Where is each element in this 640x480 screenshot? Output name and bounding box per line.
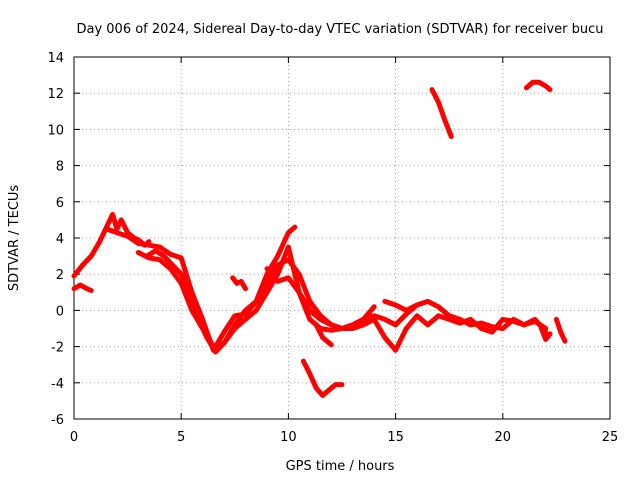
y-tick-label: 2 bbox=[56, 268, 64, 283]
series-arc11 bbox=[429, 87, 454, 140]
x-tick-label: 5 bbox=[177, 430, 185, 445]
y-tick-label: 0 bbox=[56, 304, 64, 319]
y-tick-label: 4 bbox=[56, 232, 64, 247]
series-arc14 bbox=[538, 326, 553, 342]
series-arc3 bbox=[103, 224, 298, 353]
chart-title: Day 006 of 2024, Sidereal Day-to-day VTE… bbox=[76, 22, 603, 37]
x-tick-label: 10 bbox=[280, 430, 297, 445]
y-tick-label: 8 bbox=[56, 160, 64, 175]
series-arc6 bbox=[264, 266, 549, 353]
y-tick-label: -2 bbox=[51, 341, 64, 356]
series-arc2 bbox=[71, 212, 152, 279]
y-axis-label: SDTVAR / TECUs bbox=[7, 185, 22, 292]
grid-lines bbox=[74, 57, 610, 419]
y-tick-label: -4 bbox=[51, 377, 64, 392]
x-tick-label: 20 bbox=[495, 430, 512, 445]
y-tick-label: 14 bbox=[47, 51, 64, 66]
series-arc8 bbox=[313, 322, 334, 348]
y-tick-label: 12 bbox=[47, 87, 64, 102]
series-arc12 bbox=[523, 79, 553, 93]
y-tick-label: 6 bbox=[56, 196, 64, 211]
x-tick-label: 25 bbox=[602, 430, 619, 445]
series-arc4 bbox=[144, 244, 377, 355]
data-series bbox=[71, 79, 568, 398]
series-arc13 bbox=[553, 316, 568, 344]
axis-ticks: 0 5 10 15 20 25 -6 -4 -2 0 2 4 6 8 10 12 14 bbox=[47, 51, 618, 445]
x-tick-label: 15 bbox=[387, 430, 404, 445]
y-tick-label: 10 bbox=[47, 123, 64, 138]
y-tick-label: -6 bbox=[51, 413, 64, 428]
x-axis-label: GPS time / hours bbox=[286, 459, 395, 474]
series-arc7 bbox=[382, 298, 549, 331]
series-arc9 bbox=[230, 275, 248, 292]
series-arc10 bbox=[300, 358, 345, 398]
series-arc5 bbox=[135, 250, 420, 350]
x-tick-label: 0 bbox=[70, 430, 78, 445]
series-arc1 bbox=[71, 282, 94, 293]
